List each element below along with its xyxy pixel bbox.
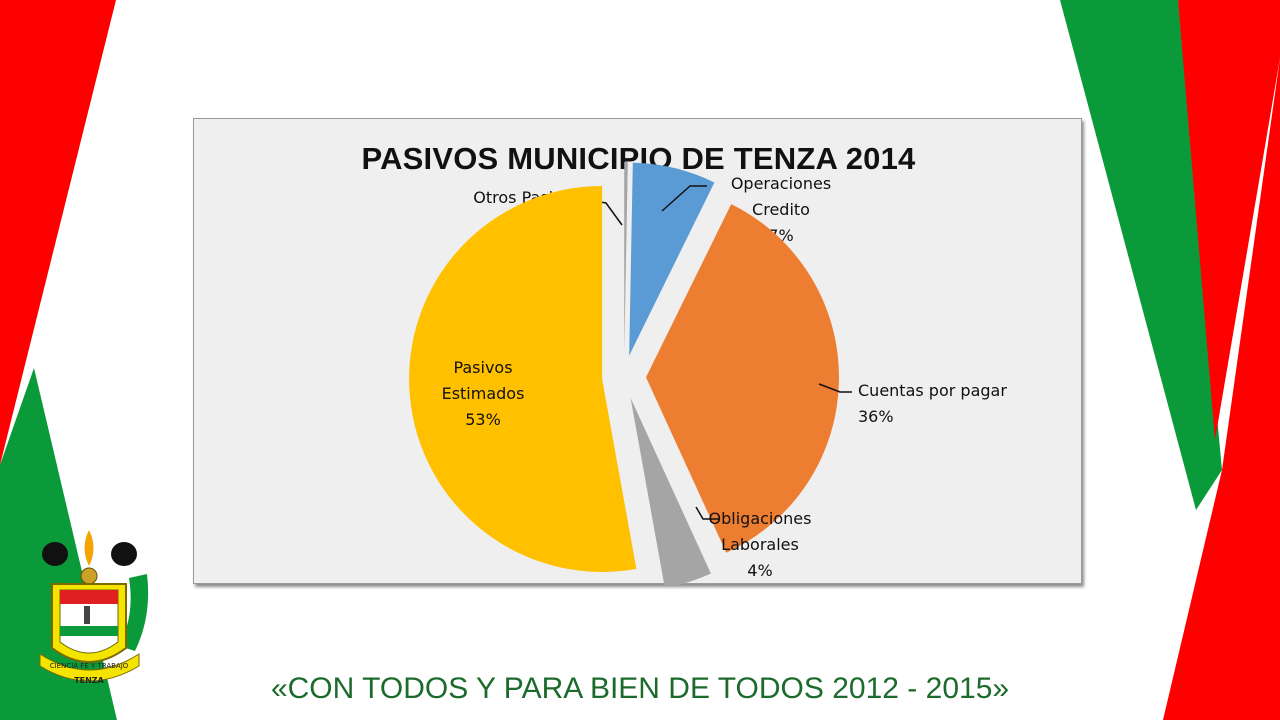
emblem-flame xyxy=(84,530,94,566)
emblem-medallion xyxy=(80,567,98,585)
emblem-ribbon xyxy=(39,653,140,682)
municipal-coat-of-arms-icon: CIENCIA FE Y TRABAJO TENZA xyxy=(30,530,149,685)
pie-chart: Otros Pasivos0%OperacionesCredito7%Cuent… xyxy=(409,162,1007,585)
data-label-operaciones-credito: Operaciones Credito 7% xyxy=(731,174,831,245)
emblem-red-band xyxy=(60,590,118,604)
right-red-stripe-bottom xyxy=(1163,58,1280,720)
pie-slice-pasivos-estimados xyxy=(409,185,637,572)
leader-line-obligaciones-laborales xyxy=(695,506,719,520)
pie-slice-otros-pasivos xyxy=(624,162,628,356)
slogan-footer: «CON TODOS Y PARA BIEN DE TODOS 2012 - 2… xyxy=(270,672,1010,705)
emblem-right-figure xyxy=(111,542,137,566)
pie-slice-operaciones-credito xyxy=(629,162,715,356)
right-red-stripe-top xyxy=(1178,0,1280,440)
emblem-name: TENZA xyxy=(74,676,104,685)
left-red-stripe xyxy=(0,0,116,465)
emblem-left-figure xyxy=(42,542,68,566)
pie-slice-cuentas-por-pagar xyxy=(645,204,839,553)
pie-slice-obligaciones-laborales xyxy=(630,397,711,585)
emblem-motto: CIENCIA FE Y TRABAJO xyxy=(50,662,129,670)
pie-chart-panel: PASIVOS MUNICIPIO DE TENZA 2014 Otros Pa… xyxy=(193,118,1082,585)
emblem-tower xyxy=(84,606,90,624)
emblem-green-band xyxy=(60,626,118,636)
data-label-cuentas-por-pagar: Cuentas por pagar 36% xyxy=(858,381,1007,426)
leader-line-cuentas-por-pagar xyxy=(818,383,852,393)
data-label-pasivos-estimados: Pasivos Estimados 53% xyxy=(442,358,525,429)
leader-line-operaciones-credito xyxy=(661,185,707,212)
right-green-stripe xyxy=(1060,0,1222,510)
data-label-obligaciones-laborales: Obligaciones Laborales 4% xyxy=(709,509,812,580)
